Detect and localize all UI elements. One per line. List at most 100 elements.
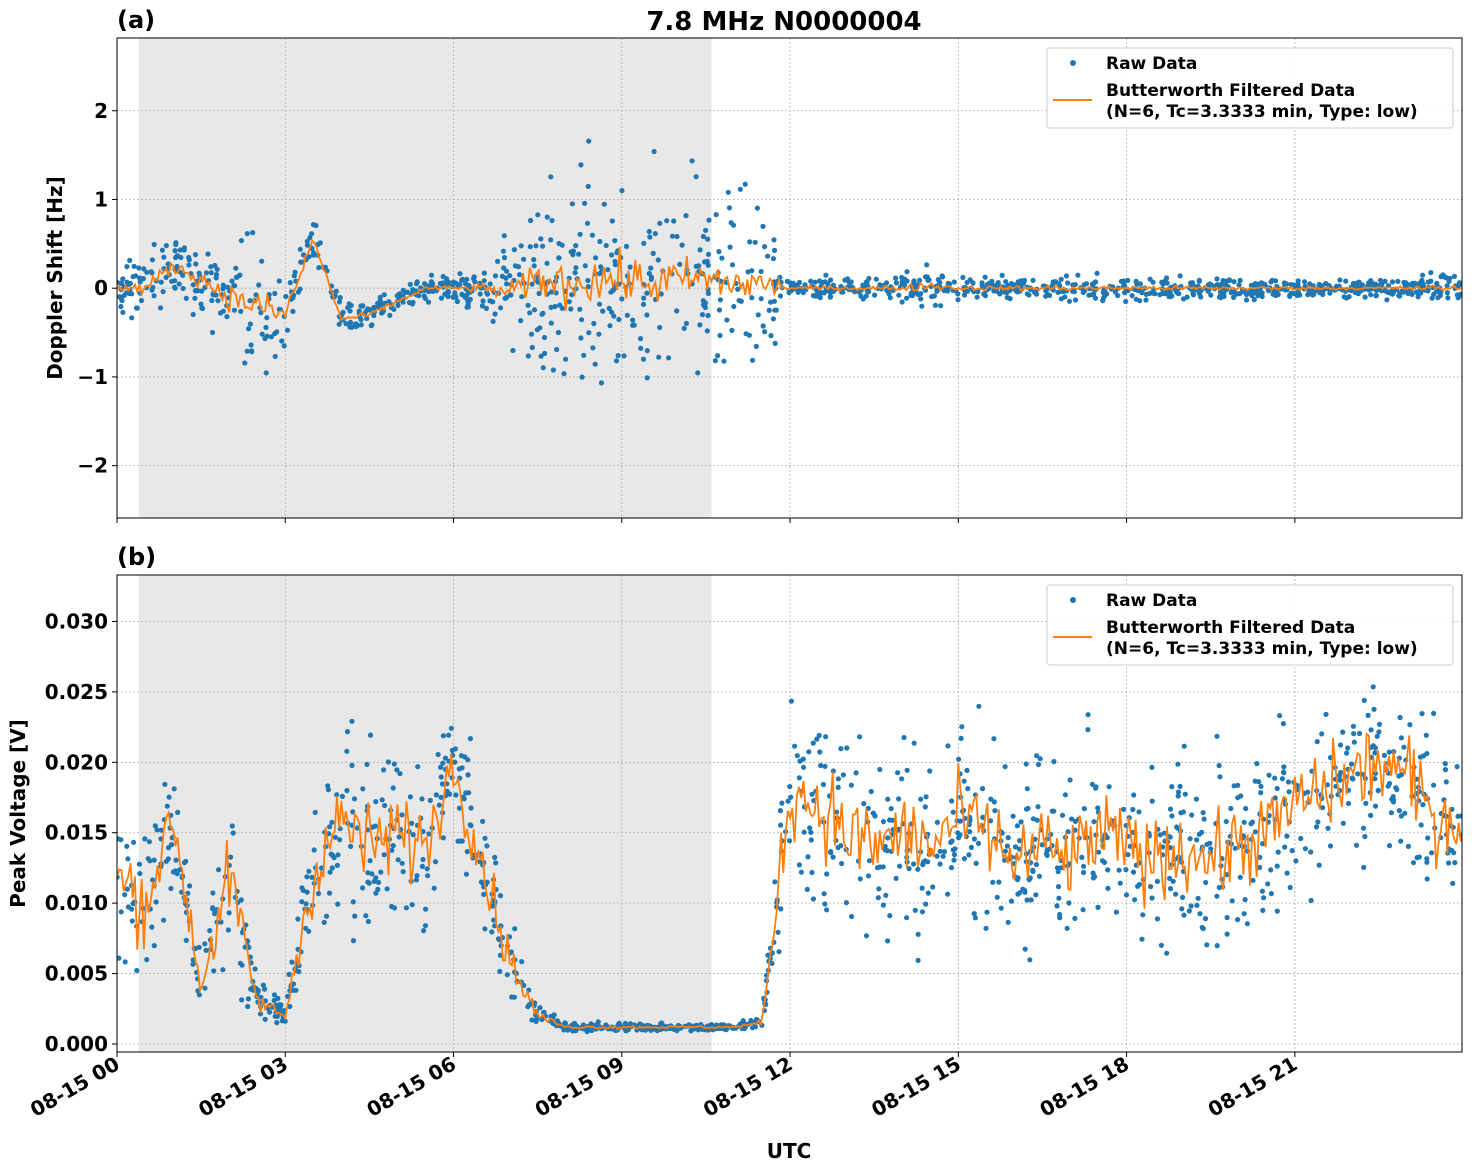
raw-data-point bbox=[1083, 281, 1090, 287]
raw-data-point bbox=[419, 863, 425, 870]
raw-data-point bbox=[1235, 782, 1241, 788]
raw-data-point bbox=[1055, 869, 1061, 875]
raw-data-point bbox=[163, 243, 169, 249]
raw-data-point bbox=[999, 272, 1005, 278]
raw-data-point bbox=[1395, 278, 1401, 284]
raw-data-point bbox=[788, 794, 794, 800]
raw-data-point bbox=[622, 1020, 628, 1027]
raw-data-point bbox=[1344, 750, 1350, 756]
raw-data-point bbox=[367, 732, 374, 738]
raw-data-point bbox=[705, 251, 712, 257]
raw-data-point bbox=[1361, 864, 1367, 871]
raw-data-point bbox=[880, 902, 887, 908]
raw-data-point bbox=[704, 328, 710, 334]
raw-data-point bbox=[745, 269, 751, 275]
raw-data-point bbox=[465, 772, 471, 778]
raw-data-point bbox=[1402, 810, 1408, 816]
raw-data-point bbox=[379, 797, 385, 803]
legend-filtered-label: Butterworth Filtered Data bbox=[1106, 81, 1355, 101]
raw-data-point bbox=[1223, 818, 1229, 825]
raw-data-point bbox=[363, 913, 369, 919]
raw-data-point bbox=[1179, 906, 1185, 912]
raw-data-point bbox=[548, 289, 555, 295]
raw-data-point bbox=[1148, 884, 1154, 890]
raw-data-point bbox=[510, 347, 516, 354]
raw-data-point bbox=[961, 856, 968, 862]
raw-data-point bbox=[1389, 796, 1395, 802]
raw-data-point bbox=[752, 239, 758, 245]
raw-data-point bbox=[1438, 274, 1444, 280]
legend-filtered-params: (N=6, Tc=3.3333 min, Type: low) bbox=[1106, 102, 1418, 122]
raw-data-point bbox=[1428, 270, 1434, 276]
raw-data-point bbox=[1356, 279, 1362, 285]
raw-data-point bbox=[366, 880, 372, 886]
raw-data-point bbox=[336, 299, 343, 305]
raw-data-point bbox=[777, 808, 784, 814]
raw-data-point bbox=[394, 293, 400, 299]
raw-data-point bbox=[729, 327, 735, 333]
raw-data-point bbox=[332, 834, 338, 840]
y-tick-label: 0.020 bbox=[45, 750, 108, 774]
raw-data-point bbox=[1275, 849, 1281, 855]
raw-data-point bbox=[1162, 278, 1168, 284]
raw-data-point bbox=[657, 220, 663, 226]
raw-data-point bbox=[181, 860, 187, 866]
raw-data-point bbox=[435, 751, 441, 758]
raw-data-point bbox=[1037, 756, 1043, 762]
raw-data-point bbox=[980, 814, 986, 821]
raw-data-point bbox=[1028, 897, 1034, 903]
x-tick-label: 08-15 00 bbox=[26, 1052, 124, 1122]
raw-data-point bbox=[863, 933, 870, 939]
raw-data-point bbox=[1091, 819, 1097, 825]
raw-data-point bbox=[414, 281, 420, 287]
raw-data-point bbox=[1157, 832, 1163, 838]
raw-data-point bbox=[1022, 946, 1028, 952]
raw-data-point bbox=[295, 289, 301, 295]
raw-data-point bbox=[579, 317, 585, 323]
raw-data-point bbox=[549, 217, 555, 224]
raw-data-point bbox=[569, 201, 576, 207]
raw-data-point bbox=[343, 321, 349, 327]
raw-data-point bbox=[584, 220, 591, 226]
raw-data-point bbox=[619, 188, 625, 194]
raw-data-point bbox=[716, 307, 723, 313]
legend: Raw Data Butterworth Filtered Data(N=6, T… bbox=[1046, 584, 1454, 666]
x-tick-label: 08-15 21 bbox=[1204, 1052, 1302, 1122]
raw-data-point bbox=[289, 959, 295, 965]
raw-data-point bbox=[1121, 283, 1128, 289]
raw-data-point bbox=[120, 276, 126, 282]
raw-data-point bbox=[190, 311, 196, 318]
raw-data-point bbox=[1025, 805, 1031, 812]
raw-data-point bbox=[351, 796, 358, 802]
raw-data-point bbox=[817, 749, 823, 755]
raw-data-point bbox=[540, 365, 546, 371]
raw-data-point bbox=[293, 987, 299, 993]
raw-data-point bbox=[1150, 279, 1156, 285]
raw-data-point bbox=[257, 1011, 264, 1017]
raw-data-point bbox=[706, 217, 712, 223]
raw-data-point bbox=[1424, 856, 1430, 862]
raw-data-point bbox=[1214, 276, 1220, 282]
raw-data-point bbox=[925, 890, 931, 896]
raw-data-point bbox=[725, 189, 731, 195]
raw-data-point bbox=[414, 873, 420, 879]
raw-data-point bbox=[1274, 863, 1280, 869]
raw-data-point bbox=[1175, 825, 1181, 831]
raw-data-point bbox=[603, 242, 609, 249]
raw-data-point bbox=[1067, 777, 1073, 783]
raw-data-point bbox=[1123, 892, 1130, 898]
raw-data-point bbox=[924, 262, 930, 268]
raw-data-point bbox=[436, 802, 442, 808]
raw-data-point bbox=[1072, 282, 1078, 288]
raw-data-point bbox=[1420, 802, 1426, 808]
raw-data-point bbox=[548, 237, 554, 243]
raw-data-point bbox=[503, 275, 509, 281]
raw-data-point bbox=[1054, 903, 1060, 909]
raw-data-point bbox=[992, 808, 998, 814]
raw-data-point bbox=[452, 759, 458, 765]
raw-data-point bbox=[548, 304, 554, 310]
raw-data-point bbox=[519, 294, 525, 300]
raw-data-point bbox=[772, 307, 778, 313]
raw-data-point bbox=[958, 735, 964, 742]
raw-data-point bbox=[614, 250, 620, 256]
